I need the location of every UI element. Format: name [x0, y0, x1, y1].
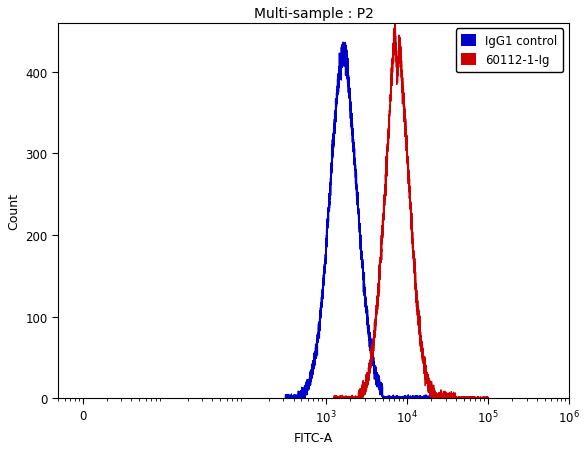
Title: Multi-sample : P2: Multi-sample : P2 — [254, 7, 373, 21]
X-axis label: FITC-A: FITC-A — [294, 431, 333, 444]
Y-axis label: Count: Count — [7, 193, 20, 230]
Legend: IgG1 control, 60112-1-Ig: IgG1 control, 60112-1-Ig — [456, 29, 564, 73]
